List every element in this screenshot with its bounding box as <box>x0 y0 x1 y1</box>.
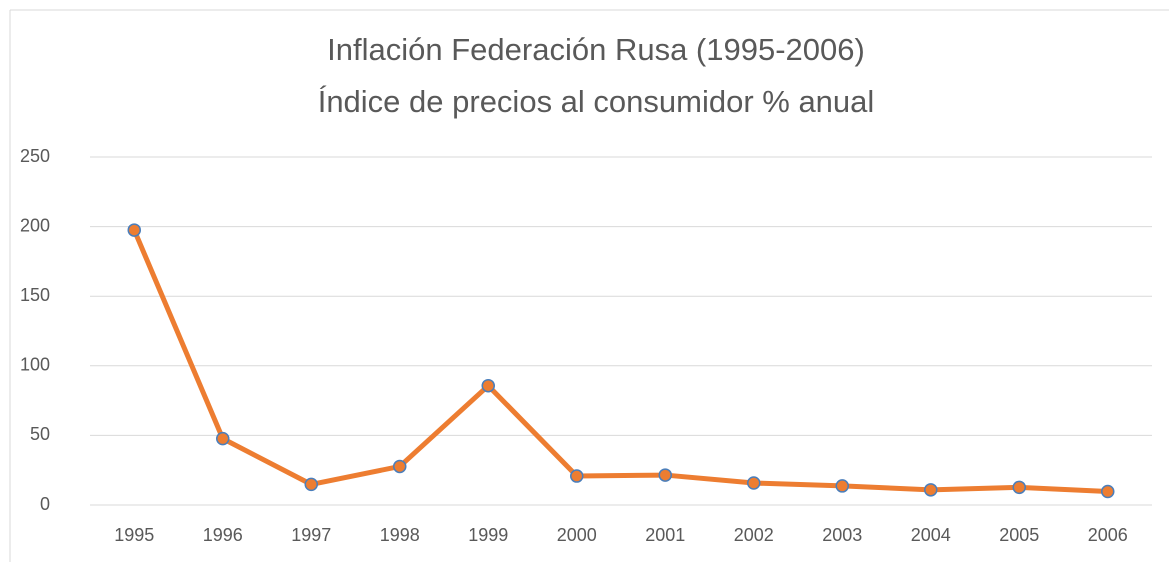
x-tick-label: 2001 <box>645 525 685 545</box>
x-tick-label: 2002 <box>734 525 774 545</box>
y-tick-label: 100 <box>20 355 50 375</box>
x-tick-label: 1997 <box>291 525 331 545</box>
chart-title: Inflación Federación Rusa (1995-2006) <box>327 32 865 67</box>
x-tick-label: 2003 <box>822 525 862 545</box>
marker <box>393 459 407 474</box>
x-tick-label: 2000 <box>557 525 597 545</box>
marker <box>924 483 938 497</box>
y-tick-label: 200 <box>20 215 50 235</box>
marker <box>481 378 495 393</box>
marker <box>835 479 849 493</box>
x-tick-label: 2004 <box>911 525 951 545</box>
x-tick-label: 1999 <box>468 525 508 545</box>
y-tick-label: 150 <box>20 285 50 305</box>
line <box>131 229 1108 494</box>
marker <box>216 431 230 446</box>
marker <box>127 223 141 237</box>
marker <box>658 468 672 482</box>
x-tick-label: 1998 <box>380 525 420 545</box>
chart-subtitle: Índice de precios al consumidor % anual <box>318 84 875 119</box>
y-tick-label: 0 <box>40 494 50 514</box>
y-tick-label: 250 <box>20 146 50 166</box>
x-tick-label: 1995 <box>114 525 154 545</box>
marker <box>1012 480 1026 495</box>
marker <box>747 476 761 490</box>
x-tick-label: 1996 <box>203 525 243 545</box>
x-tick-label: 2006 <box>1088 525 1128 545</box>
marker <box>1101 484 1115 499</box>
marker <box>570 469 584 483</box>
marker <box>304 477 318 492</box>
x-tick-label: 2005 <box>999 525 1039 545</box>
y-tick-label: 50 <box>30 424 50 444</box>
